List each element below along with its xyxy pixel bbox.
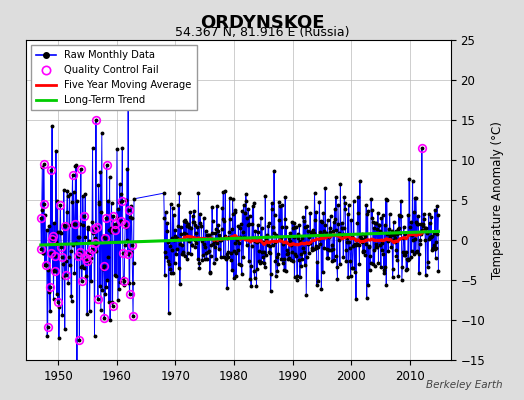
Legend: Raw Monthly Data, Quality Control Fail, Five Year Moving Average, Long-Term Tren: Raw Monthly Data, Quality Control Fail, … bbox=[31, 45, 196, 110]
Text: ORDYNSKOE: ORDYNSKOE bbox=[200, 14, 324, 32]
Text: Berkeley Earth: Berkeley Earth bbox=[427, 380, 503, 390]
Y-axis label: Temperature Anomaly (°C): Temperature Anomaly (°C) bbox=[490, 121, 504, 279]
Text: 54.367 N, 81.916 E (Russia): 54.367 N, 81.916 E (Russia) bbox=[174, 26, 350, 39]
